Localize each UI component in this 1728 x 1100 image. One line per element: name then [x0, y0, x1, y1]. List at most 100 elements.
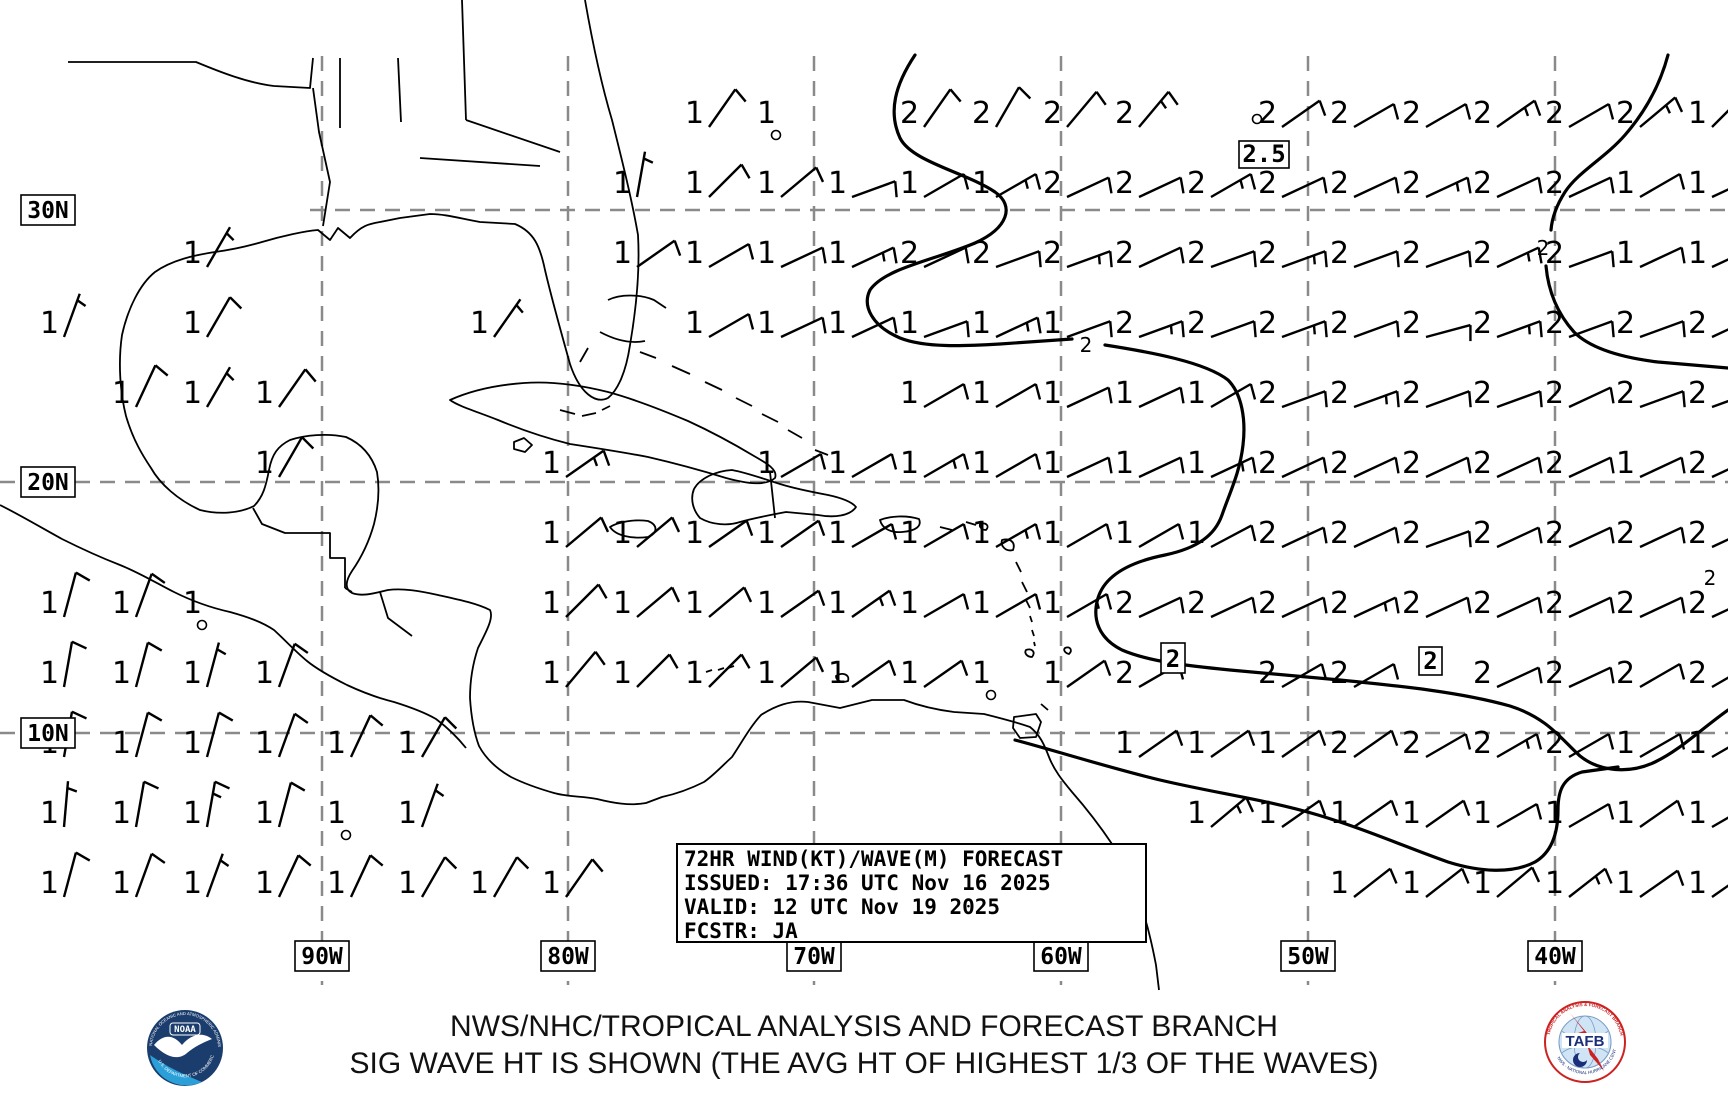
wave-height-value: 1 [255, 656, 274, 691]
wind-barb-icon [1281, 456, 1328, 479]
wave-height-value: 1 [1115, 376, 1134, 411]
barb-full-tick [962, 523, 970, 540]
barb-full-tick [1537, 177, 1543, 194]
station: 1 [542, 583, 608, 621]
barb-full-tick [1678, 663, 1686, 680]
station: 2 [1330, 306, 1400, 341]
wind-barb-icon [708, 242, 755, 269]
barb-full-tick [1461, 868, 1470, 884]
barb-full-tick [151, 572, 166, 584]
noaa-logo-icon: NOAA NATIONAL OCEANIC AND ATMOSPHERIC AD… [140, 1003, 223, 1086]
station: 2 [1473, 586, 1543, 621]
station: 1 [757, 306, 827, 341]
barb-full-tick [1018, 86, 1032, 100]
wave-height-value: 1 [1258, 796, 1277, 831]
wind-barb-icon [1568, 732, 1615, 759]
wind-barb-icon [1281, 662, 1328, 689]
station: 1 [613, 151, 654, 201]
station: 1 [542, 446, 611, 481]
wave-height-value: 1 [685, 586, 704, 621]
wind-barb-icon [780, 519, 826, 548]
coastline [379, 591, 413, 637]
barb-staff [1711, 608, 1728, 619]
barb-full-tick [949, 88, 962, 103]
station: 2 [900, 236, 970, 271]
wave-height-value: 1 [542, 446, 561, 481]
barb-half-tick [1384, 395, 1388, 405]
barb-staff [1496, 176, 1540, 199]
barb-full-tick [1464, 733, 1472, 750]
barb-full-tick [1535, 803, 1543, 820]
wind-barb-icon [277, 781, 306, 828]
barb-full-tick [888, 660, 897, 677]
wave-height-value: 1 [613, 236, 632, 271]
barb-full-tick [151, 852, 166, 864]
coastline [671, 365, 691, 375]
coastline [1015, 561, 1022, 573]
wind-barb-icon [205, 366, 235, 408]
barb-full-tick [1322, 177, 1328, 194]
barb-full-tick [229, 296, 243, 310]
station: 1 [183, 780, 230, 831]
barb-staff [1711, 816, 1728, 829]
barb-staff [565, 650, 597, 688]
wave-height-value: 2 [1115, 236, 1134, 271]
wind-barb-icon [1496, 596, 1543, 619]
wind-barb-icon [1496, 320, 1543, 339]
station: 1 [1473, 866, 1541, 901]
barb-full-tick [600, 516, 610, 533]
station: 1 [685, 516, 754, 551]
station: 1 [1115, 446, 1185, 481]
wave-height-value: 1 [183, 866, 202, 901]
station: 1 [398, 716, 458, 761]
wave-height-value: 1 [900, 586, 919, 621]
station: 2 [1545, 96, 1615, 131]
barb-full-tick [516, 856, 530, 870]
barb-full-tick [1109, 251, 1113, 268]
barb-staff [995, 522, 1037, 549]
station: 2 [1545, 726, 1615, 761]
station: 1 [685, 88, 747, 131]
wave-height-value: 1 [1043, 586, 1062, 621]
wind-barb-icon [995, 250, 1042, 269]
barb-full-tick [1322, 597, 1328, 614]
barb-staff [1496, 526, 1540, 549]
wave-height-value: 1 [1402, 796, 1421, 831]
wave-height-value: 1 [1187, 446, 1206, 481]
wind-barb-icon [1066, 659, 1112, 688]
station: 2 [1473, 236, 1543, 271]
wind-barb-icon [1568, 386, 1615, 409]
wind-barb-icon [1496, 732, 1543, 759]
wave-contour-line [1544, 264, 1728, 370]
station: 1 [613, 586, 681, 621]
wave-height-value: 2 [1043, 236, 1062, 271]
wind-barb-icon [1353, 867, 1398, 898]
wind-barb-icon [1425, 799, 1471, 828]
station: 1 [183, 226, 235, 271]
barb-full-tick [962, 593, 970, 610]
wind-barb-icon [1210, 382, 1257, 409]
station: 2 [1473, 516, 1543, 551]
barb-staff [636, 586, 674, 618]
wave-height-value: 2 [1115, 586, 1134, 621]
barb-full-tick [591, 858, 604, 873]
barb-staff [1353, 596, 1397, 619]
wind-barb-icon [1353, 799, 1399, 828]
wind-barb-icon [923, 88, 962, 128]
barb-full-tick [1034, 593, 1042, 610]
barb-full-tick [1394, 527, 1400, 544]
wind-stations: 1 1 2 2 2 2 2 2 2 2 2 2 11 1 1 1 1 1 2 2 2 2 2 2 2 2 1 11 1 1 1 1 2 2 2 2 2 2… [40, 86, 1728, 901]
label-box [1033, 940, 1089, 972]
barb-full-tick [894, 181, 898, 198]
barb-staff [1066, 250, 1111, 269]
barb-staff [851, 659, 891, 688]
wind-barb-icon [565, 650, 606, 688]
wave-height-value: 2 [1402, 96, 1421, 131]
barb-staff [1353, 320, 1398, 339]
barb-staff [1281, 596, 1325, 619]
wind-barb-icon [851, 246, 898, 269]
wave-height-value: 2 [1115, 306, 1134, 341]
wave-height-value: 1 [255, 796, 274, 831]
wave-height-value: 1 [828, 166, 847, 201]
barb-staff [1711, 884, 1728, 898]
